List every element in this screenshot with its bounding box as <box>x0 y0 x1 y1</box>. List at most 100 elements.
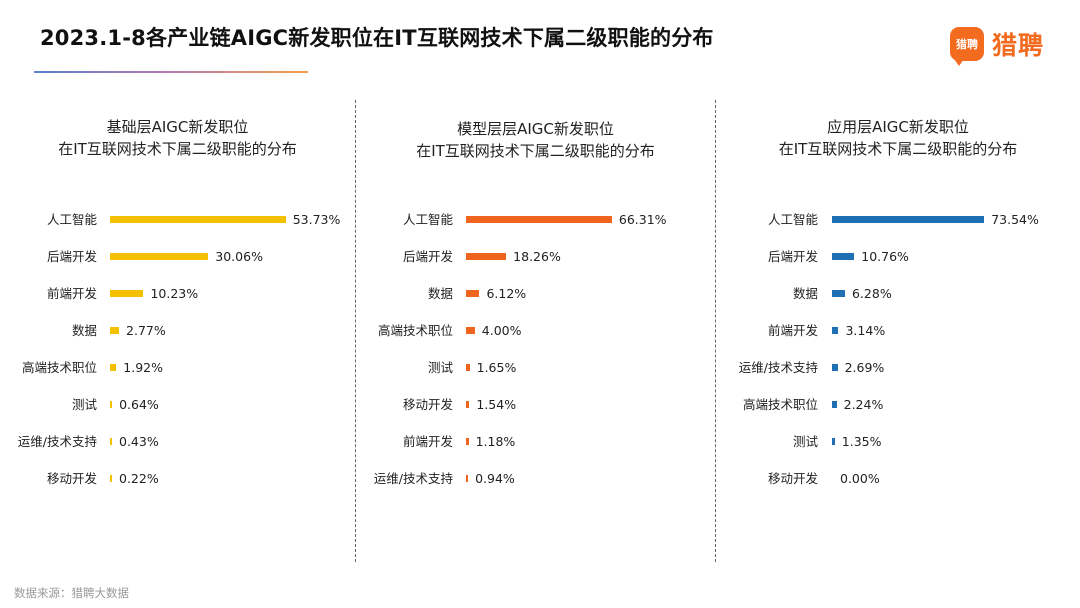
bar-row: 测试 1.35% <box>716 432 1080 452</box>
category-label: 数据 <box>792 286 818 301</box>
bar <box>466 475 469 482</box>
bar-row: 后端开发 18.26% <box>356 247 715 267</box>
category-label: 数据 <box>427 286 453 301</box>
bar <box>466 253 507 260</box>
panel-title-line-1: 基础层AIGC新发职位 <box>106 118 249 136</box>
bar <box>110 475 112 482</box>
bar <box>110 253 209 260</box>
value-label: 0.94% <box>475 471 515 486</box>
bar-row: 数据 2.77% <box>0 321 355 341</box>
panel-divider-1 <box>355 100 356 562</box>
category-label: 运维/技术支持 <box>17 434 97 449</box>
bar <box>832 401 837 408</box>
category-label: 后端开发 <box>46 249 97 264</box>
category-label: 测试 <box>71 397 97 412</box>
bar-row: 后端开发 30.06% <box>0 247 355 267</box>
value-label: 18.26% <box>513 249 561 264</box>
value-label: 4.00% <box>481 323 522 338</box>
bar-row: 移动开发 0.22% <box>0 469 355 489</box>
value-label: 6.28% <box>851 286 892 301</box>
value-label: 0.43% <box>119 434 159 449</box>
bar-row: 前端开发 10.23% <box>0 284 355 304</box>
liepin-logo: 猎聘 猎聘 <box>950 26 1045 66</box>
value-label: 0.00% <box>840 471 880 486</box>
value-label: 3.14% <box>845 323 886 338</box>
category-label: 测试 <box>427 360 453 375</box>
value-label: 6.12% <box>486 286 527 301</box>
bar <box>110 290 144 297</box>
bar <box>110 401 113 408</box>
bar-row: 前端开发 1.18% <box>356 432 715 452</box>
value-label: 30.06% <box>215 249 263 264</box>
bar-row: 运维/技术支持 2.69% <box>716 358 1080 378</box>
value-label: 2.69% <box>844 360 885 375</box>
value-label: 66.31% <box>618 212 667 227</box>
category-label: 人工智能 <box>46 212 97 227</box>
value-label: 73.54% <box>991 212 1039 227</box>
bar <box>832 327 839 334</box>
bar <box>466 216 612 223</box>
bar <box>466 438 469 445</box>
category-label: 前端开发 <box>402 434 453 449</box>
bar <box>466 364 470 371</box>
panel-divider-2 <box>715 100 716 562</box>
value-label: 0.22% <box>119 471 159 486</box>
value-label: 10.76% <box>861 249 909 264</box>
panel-title-line-2: 在IT互联网技术下属二级职能的分布 <box>58 140 297 158</box>
page-title: 2023.1-8各产业链AIGC新发职位在IT互联网技术下属二级职能的分布 <box>40 26 714 50</box>
category-label: 移动开发 <box>402 397 453 412</box>
bar-row: 高端技术职位 2.24% <box>716 395 1080 415</box>
bar <box>832 438 835 445</box>
bar-row: 数据 6.12% <box>356 284 715 304</box>
bar-row: 运维/技术支持 0.43% <box>0 432 355 452</box>
panel-title-line-1: 应用层AIGC新发职位 <box>827 118 969 136</box>
bar <box>466 290 480 297</box>
panel-title-line-2: 在IT互联网技术下属二级职能的分布 <box>778 140 1018 158</box>
category-label: 测试 <box>792 434 818 449</box>
value-label: 2.24% <box>843 397 884 412</box>
category-label: 前端开发 <box>767 323 818 338</box>
category-label: 人工智能 <box>402 212 453 227</box>
value-label: 1.18% <box>475 434 516 449</box>
bar <box>832 216 985 223</box>
logo-speech-bubble-icon: 猎聘 <box>950 27 984 66</box>
chart-panel-foundation-layer: 基础层AIGC新发职位 在IT互联网技术下属二级职能的分布 人工智能 53.73%… <box>0 112 355 552</box>
category-label: 数据 <box>71 323 97 338</box>
value-label: 1.54% <box>476 397 517 412</box>
bar-row: 高端技术职位 1.92% <box>0 358 355 378</box>
value-label: 10.23% <box>150 286 199 301</box>
value-label: 0.64% <box>119 397 159 412</box>
bar-row: 测试 0.64% <box>0 395 355 415</box>
value-label: 1.65% <box>476 360 517 375</box>
bar <box>832 364 838 371</box>
bar-row: 测试 1.65% <box>356 358 715 378</box>
bar-row: 人工智能 53.73% <box>0 210 355 230</box>
bar <box>832 253 855 260</box>
logo-text: 猎聘 <box>992 31 1045 60</box>
bar-row: 高端技术职位 4.00% <box>356 321 715 341</box>
value-label: 1.92% <box>123 360 163 375</box>
category-label: 后端开发 <box>767 249 818 264</box>
panel-title-line-1: 模型层层AIGC新发职位 <box>457 120 614 138</box>
category-label: 移动开发 <box>767 471 818 486</box>
bar <box>110 438 112 445</box>
data-source-note: 数据来源：猎聘大数据 <box>14 586 129 600</box>
bar-row: 数据 6.28% <box>716 284 1080 304</box>
category-label: 运维/技术支持 <box>373 471 453 486</box>
panel-title-line-2: 在IT互联网技术下属二级职能的分布 <box>416 142 655 160</box>
bar-row: 人工智能 73.54% <box>716 210 1080 230</box>
chart-panel-model-layer: 模型层层AIGC新发职位 在IT互联网技术下属二级职能的分布 人工智能 66.31… <box>356 112 715 552</box>
chart-panel-application-layer: 应用层AIGC新发职位 在IT互联网技术下属二级职能的分布 人工智能 73.54%… <box>716 112 1080 552</box>
value-label: 2.77% <box>126 323 166 338</box>
bar-row: 后端开发 10.76% <box>716 247 1080 267</box>
bar <box>466 327 475 334</box>
bar-row: 人工智能 66.31% <box>356 210 715 230</box>
bar-row: 运维/技术支持 0.94% <box>356 469 715 489</box>
category-label: 运维/技术支持 <box>738 360 818 375</box>
logo-badge-text: 猎聘 <box>956 38 978 51</box>
bar-row: 移动开发 0.00% <box>716 469 1080 489</box>
title-underline <box>34 71 308 73</box>
category-label: 高端技术职位 <box>742 397 818 412</box>
category-label: 移动开发 <box>46 471 97 486</box>
bar <box>466 401 470 408</box>
